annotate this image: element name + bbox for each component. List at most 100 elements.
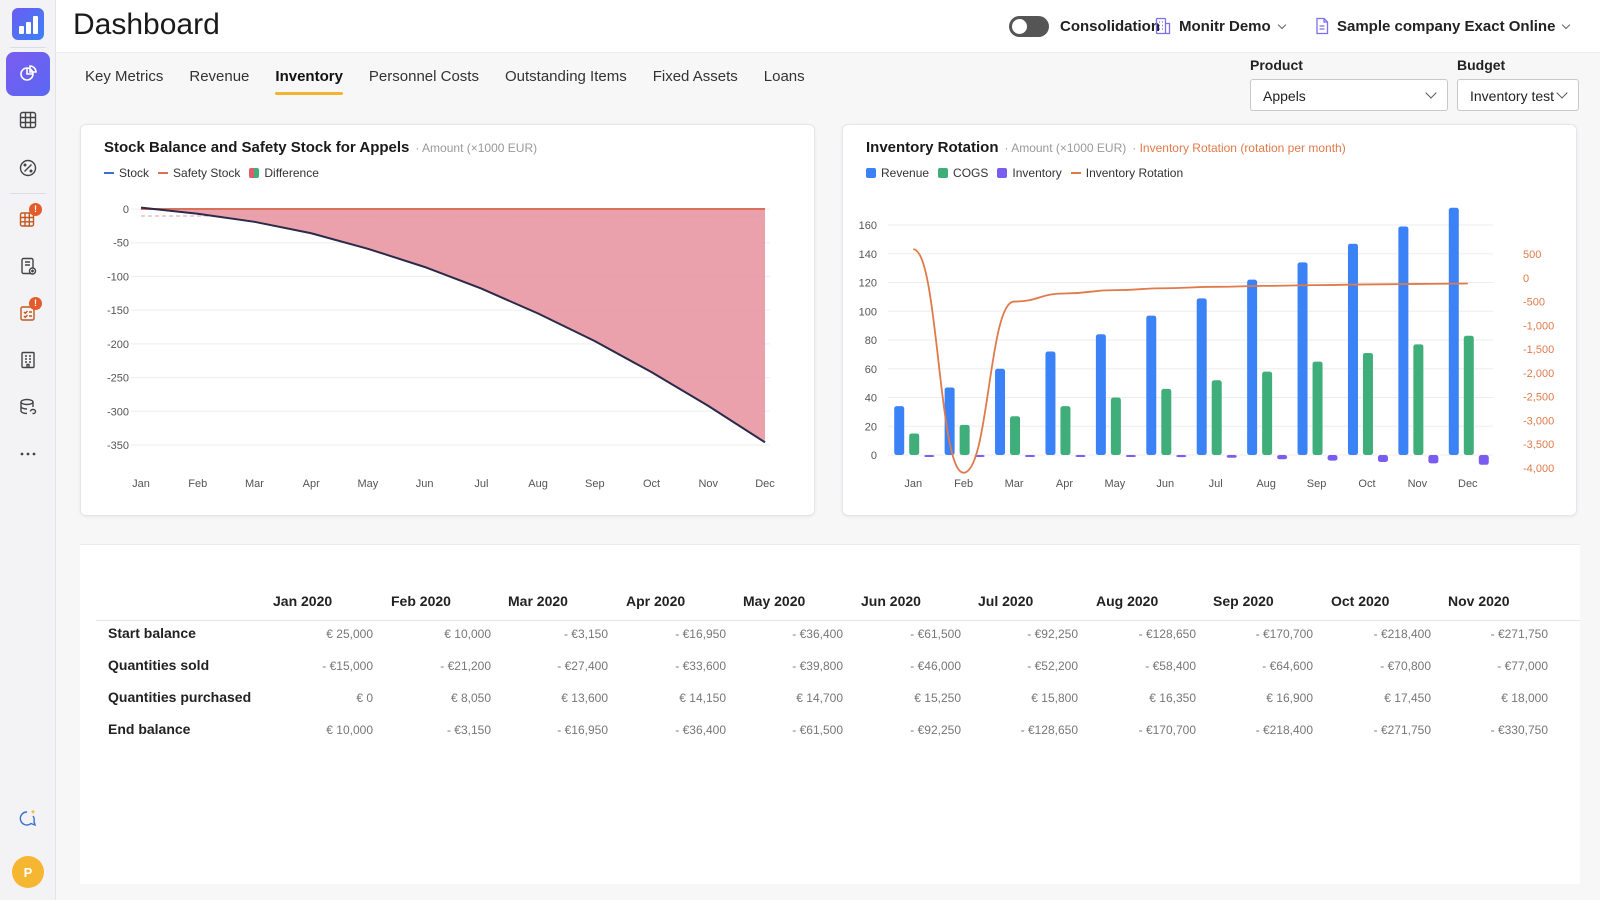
y2-tick-label: -1,500 [1523,344,1554,356]
column-header: Apr 2020 [626,593,686,609]
bar-revenue [894,406,905,455]
chart-title: Stock Balance and Safety Stock for Appel… [104,139,537,156]
table-cell: - €271,750 [1373,723,1431,737]
y2-tick-label: -4,000 [1523,463,1554,475]
x-tick-label: Jan [132,478,150,490]
product-select[interactable]: Appels [1250,79,1448,111]
bar-revenue [1095,334,1106,455]
chart-subtitle: · Amount (×1000 EUR) [415,141,538,155]
inventory-table: Jan 2020 Feb 2020 Mar 2020 Apr 2020 May 2020… [80,544,1580,884]
alert-badge-icon: ! [29,297,42,310]
y2-tick-label: 500 [1523,249,1541,261]
legend-label: Inventory Rotation [1085,166,1184,180]
legend-swatch [938,168,949,178]
tab-loans[interactable]: Loans [763,68,805,85]
bar-revenue [1398,226,1409,455]
y-tick-label: 160 [859,220,877,232]
y2-tick-label: -2,000 [1523,368,1554,380]
bar-cogs [1362,352,1373,455]
nav-integrations[interactable] [6,385,50,429]
chat-sparkle-icon [19,809,37,827]
legend-item-revenue[interactable]: Revenue [866,166,929,180]
sidebar-divider [10,47,46,48]
workspace-selector[interactable]: Monitr Demo [1179,18,1286,35]
table-cell: - €128,650 [1138,627,1196,641]
legend-item-stock[interactable]: Stock [104,166,149,180]
table-cell: - €92,250 [910,723,961,737]
table-cell: - €16,950 [557,723,608,737]
nav-checklists[interactable]: ! [6,291,50,335]
top-header: Dashboard Consolidation Monitr Demo Samp… [56,0,1600,53]
tab-inventory[interactable]: Inventory [275,68,343,95]
table-cell: - €64,600 [1262,659,1313,673]
x-tick-label: Apr [1056,478,1073,490]
column-header: Feb 2020 [391,593,451,609]
table-cell: - €70,800 [1380,659,1431,673]
company-selector[interactable]: Sample company Exact Online [1337,18,1571,35]
nav-dashboard[interactable] [6,52,50,96]
table-cell: - €218,400 [1255,723,1313,737]
bar-cogs [959,424,970,455]
x-tick-label: Dec [1458,478,1478,490]
legend-item-safety-stock[interactable]: Safety Stock [158,166,240,180]
tab-revenue[interactable]: Revenue [189,68,250,85]
nav-assistant[interactable] [6,796,50,840]
x-tick-label: Dec [755,478,775,490]
bar-cogs [1413,344,1424,455]
bar-cogs [1060,406,1071,455]
tab-outstanding-items[interactable]: Outstanding Items [504,68,627,85]
monitr-logo-icon[interactable] [12,8,44,40]
x-tick-label: Sep [1307,478,1327,490]
column-header: May 2020 [743,593,806,609]
tab-fixed-assets[interactable]: Fixed Assets [652,68,738,85]
bar-cogs [1463,335,1474,455]
consolidation-label: Consolidation [1060,18,1160,35]
chevron-down-icon [1556,87,1568,99]
table-cell: - €128,650 [1020,723,1078,737]
consolidation-toggle[interactable] [1009,16,1049,37]
table-cell: - €170,700 [1138,723,1196,737]
y-tick-label: -200 [107,339,129,351]
bar-revenue [995,368,1006,455]
table-cell: € 17,450 [1384,691,1431,705]
x-tick-label: Jun [416,478,434,490]
table-cell: - €27,400 [557,659,608,673]
stock-balance-chart: 0 -50 -100 -150 -200 -250 -300 -350 Jan Feb Mar Apr… [107,204,775,490]
nav-tables[interactable] [6,98,50,142]
nav-more[interactable] [6,432,50,476]
nav-companies[interactable] [6,338,50,382]
y-tick-label: -100 [107,271,129,283]
table-cell: - €61,500 [910,627,961,641]
x-tick-label: Jun [1156,478,1174,490]
bar-revenue [1347,243,1358,455]
legend-item-cogs[interactable]: COGS [938,166,988,180]
column-header: Oct 2020 [1331,593,1390,609]
legend-item-difference[interactable]: Difference [249,166,319,180]
product-value: Appels [1263,88,1306,104]
budget-select[interactable]: Inventory test [1457,79,1579,111]
avatar[interactable]: P [12,856,44,888]
nav-discounts[interactable] [6,146,50,190]
y-tick-label: 60 [865,364,877,376]
legend-label: COGS [953,166,989,180]
legend-item-inventory[interactable]: Inventory [997,166,1062,180]
tab-key-metrics[interactable]: Key Metrics [85,68,164,85]
tab-personnel-costs[interactable]: Personnel Costs [368,68,479,85]
alert-badge-icon: ! [29,203,42,216]
bar-cogs [1161,388,1172,455]
series-line-stock [140,206,766,444]
legend-item-inventory-rotation[interactable]: Inventory Rotation [1070,166,1184,180]
nav-table-alerts[interactable]: ! [6,197,50,241]
nav-documents[interactable] [6,244,50,288]
x-tick-label: May [1104,478,1125,490]
toggle-knob [1012,19,1027,34]
table-cell: - €330,750 [1490,723,1548,737]
chart-legend: Revenue COGS Inventory Inventory Rotatio… [866,166,1192,180]
bar-revenue [1448,207,1459,455]
legend-swatch [158,172,169,174]
table-cell: € 15,250 [914,691,961,705]
bar-inventory [974,455,985,457]
x-tick-label: Nov [698,478,718,490]
chevron-down-icon [1562,20,1571,30]
table-cell: - €16,950 [675,627,726,641]
